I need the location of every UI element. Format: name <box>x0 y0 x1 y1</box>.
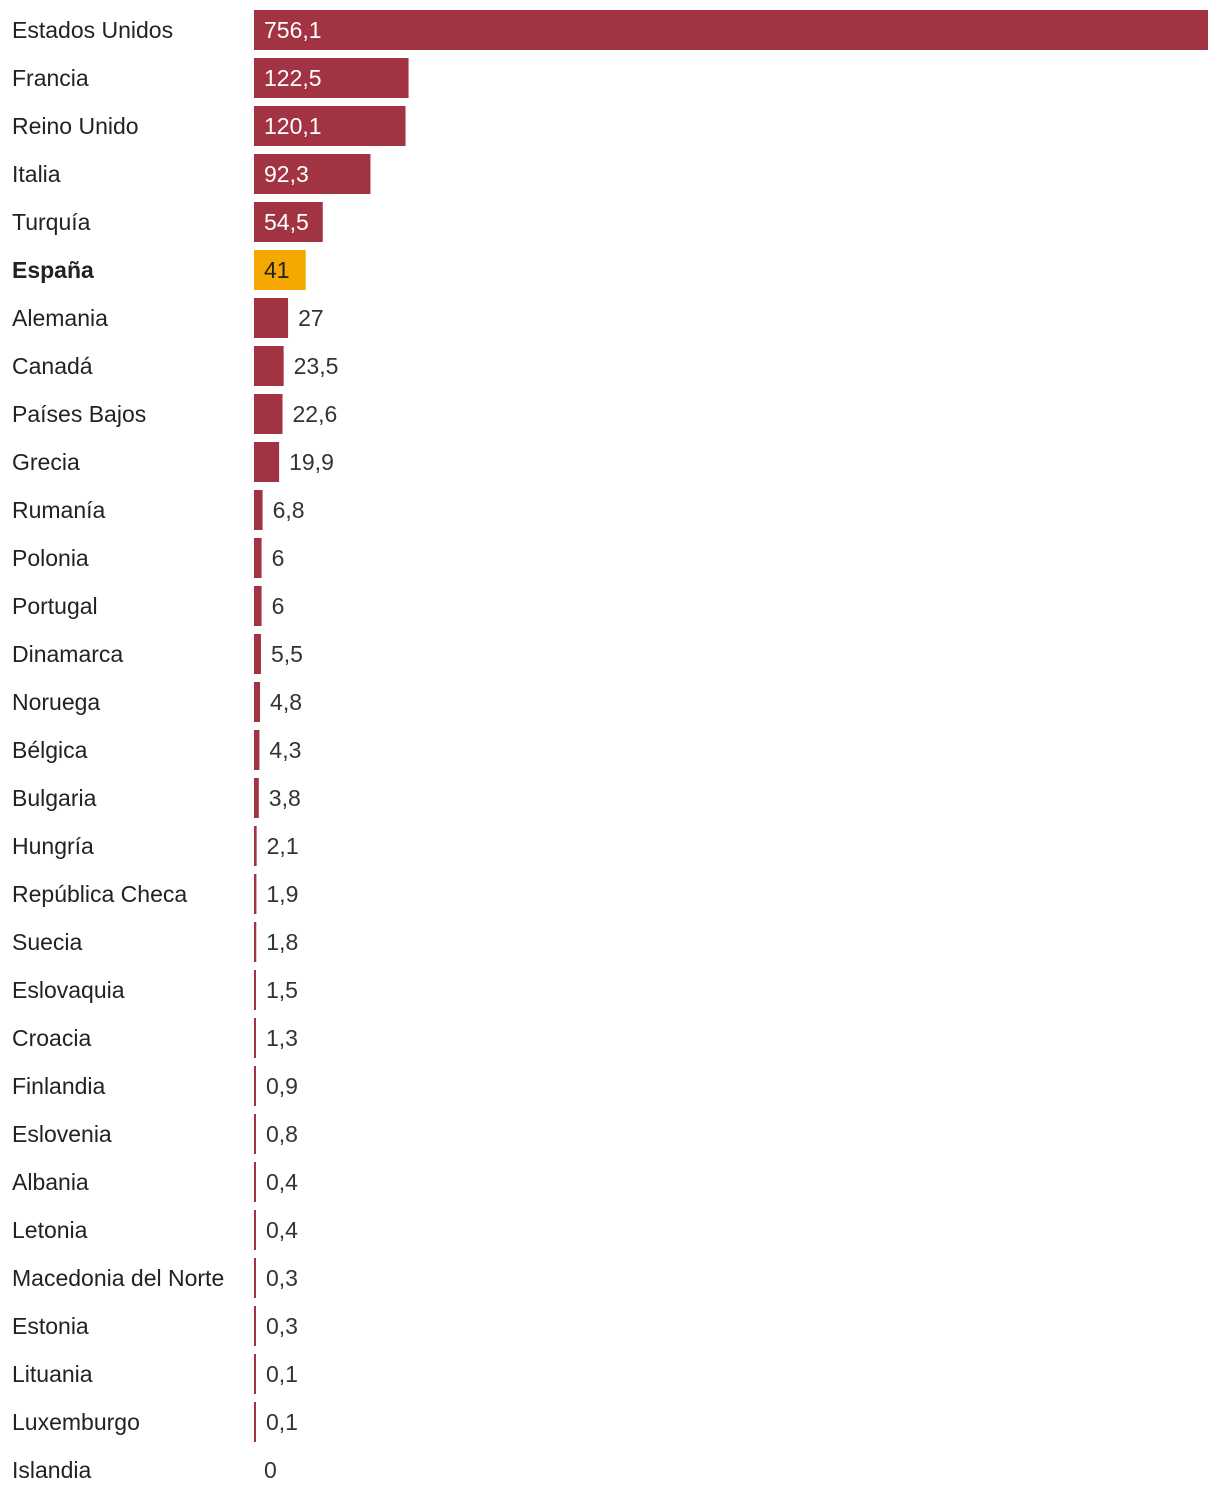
value-label: 92,3 <box>264 161 309 187</box>
bar <box>254 346 284 386</box>
category-label: Luxemburgo <box>12 1409 140 1435</box>
bar <box>254 1306 256 1346</box>
value-label: 1,9 <box>266 881 298 907</box>
value-label: 19,9 <box>289 449 334 475</box>
category-label: Letonia <box>12 1217 88 1243</box>
bar <box>254 202 323 242</box>
value-label: 27 <box>298 305 324 331</box>
category-label: Bélgica <box>12 737 88 763</box>
bar <box>254 826 257 866</box>
value-label: 4,8 <box>270 689 302 715</box>
bar <box>254 922 257 962</box>
category-label: España <box>12 257 94 283</box>
value-label: 122,5 <box>264 65 322 91</box>
value-label: 41 <box>264 257 290 283</box>
category-label: Países Bajos <box>12 401 146 427</box>
bar <box>254 1402 256 1442</box>
category-label: Suecia <box>12 929 83 955</box>
value-label: 0,8 <box>266 1121 298 1147</box>
bar <box>254 1162 256 1202</box>
bar <box>254 970 256 1010</box>
value-label: 6,8 <box>273 497 305 523</box>
category-label: Francia <box>12 65 89 91</box>
bar <box>254 298 289 338</box>
bar <box>254 586 262 626</box>
category-label: Turquía <box>12 209 91 235</box>
value-label: 1,8 <box>266 929 298 955</box>
category-label: Alemania <box>12 305 108 331</box>
bar <box>254 1114 256 1154</box>
bar <box>254 154 371 194</box>
category-label: Eslovaquia <box>12 977 125 1003</box>
category-label: Macedonia del Norte <box>12 1265 224 1291</box>
value-label: 6 <box>272 593 285 619</box>
category-label: Lituania <box>12 1361 93 1387</box>
value-label: 0,3 <box>266 1313 298 1339</box>
category-label: Hungría <box>12 833 94 859</box>
value-label: 0,4 <box>266 1217 298 1243</box>
value-label: 0,3 <box>266 1265 298 1291</box>
value-label: 2,1 <box>267 833 299 859</box>
category-label: Bulgaria <box>12 785 97 811</box>
value-label: 5,5 <box>271 641 303 667</box>
bar <box>254 106 406 146</box>
value-label: 54,5 <box>264 209 309 235</box>
category-label: Grecia <box>12 449 80 475</box>
category-label: Croacia <box>12 1025 91 1051</box>
bar-highlight <box>254 250 306 290</box>
bar <box>254 10 1208 50</box>
category-label: Italia <box>12 161 61 187</box>
category-label: Rumanía <box>12 497 106 523</box>
bar <box>254 1018 256 1058</box>
bar <box>254 490 263 530</box>
category-label: Canadá <box>12 353 93 379</box>
bar <box>254 778 259 818</box>
bar <box>254 634 261 674</box>
category-label: Finlandia <box>12 1073 106 1099</box>
bar <box>254 682 261 722</box>
category-label: República Checa <box>12 881 187 907</box>
category-label: Estados Unidos <box>12 17 173 43</box>
bar <box>254 730 260 770</box>
category-label: Polonia <box>12 545 89 571</box>
bar <box>254 1066 256 1106</box>
value-label: 3,8 <box>269 785 301 811</box>
bar <box>254 58 409 98</box>
bar <box>254 442 280 482</box>
category-label: Dinamarca <box>12 641 123 667</box>
bar <box>254 874 257 914</box>
value-label: 0,1 <box>266 1361 298 1387</box>
value-label: 0,4 <box>266 1169 298 1195</box>
bar <box>254 1258 256 1298</box>
value-label: 756,1 <box>264 17 322 43</box>
bar <box>254 538 262 578</box>
value-label: 0 <box>264 1457 277 1483</box>
value-label: 0,1 <box>266 1409 298 1435</box>
category-label: Albania <box>12 1169 89 1195</box>
category-label: Portugal <box>12 593 98 619</box>
category-label: Islandia <box>12 1457 91 1483</box>
category-label: Reino Unido <box>12 113 139 139</box>
category-label: Estonia <box>12 1313 89 1339</box>
value-label: 4,3 <box>269 737 301 763</box>
value-label: 1,5 <box>266 977 298 1003</box>
bar <box>254 1210 256 1250</box>
value-label: 22,6 <box>293 401 338 427</box>
value-label: 23,5 <box>294 353 339 379</box>
bar <box>254 1354 256 1394</box>
category-label: Eslovenia <box>12 1121 112 1147</box>
bar <box>254 394 283 434</box>
value-label: 6 <box>272 545 285 571</box>
category-label: Noruega <box>12 689 100 715</box>
value-label: 120,1 <box>264 113 322 139</box>
value-label: 1,3 <box>266 1025 298 1051</box>
value-label: 0,9 <box>266 1073 298 1099</box>
